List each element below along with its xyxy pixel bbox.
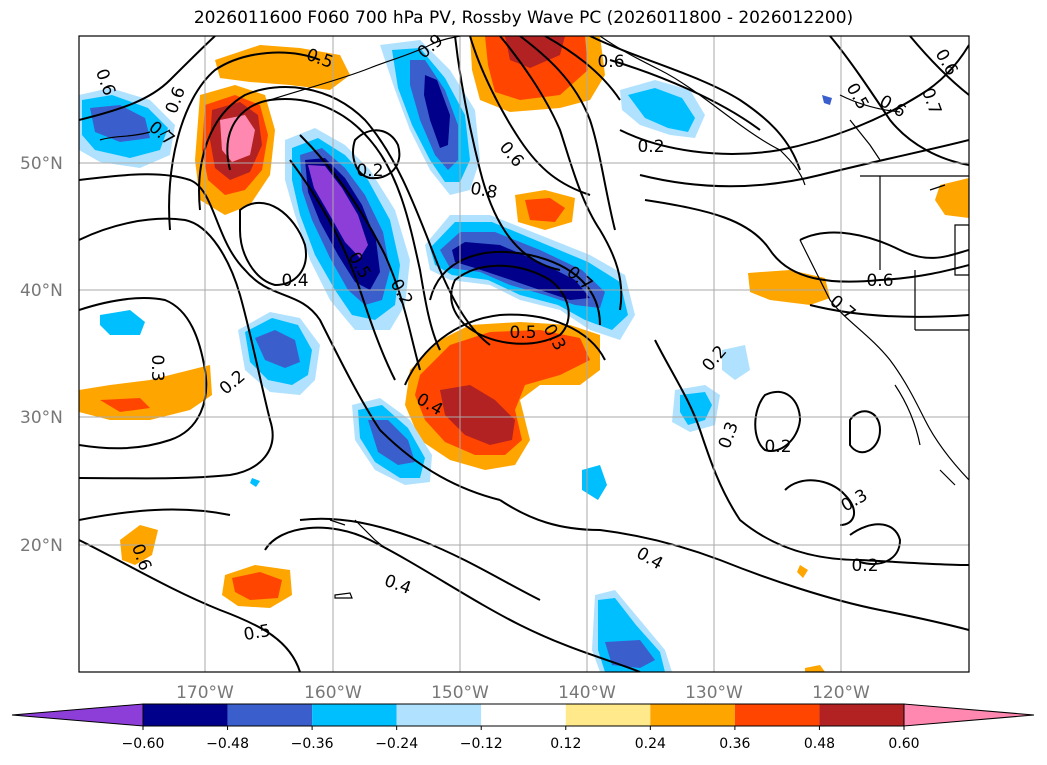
- contour-label: 0.2: [637, 137, 664, 157]
- contour-label: 0.4: [382, 571, 414, 599]
- lat-labels: 50°N 40°N 30°N 20°N: [20, 154, 63, 556]
- contour-label: 0.7: [917, 85, 945, 117]
- lat-label: 30°N: [20, 408, 63, 428]
- colorbar-tick-label: 0.24: [635, 736, 666, 752]
- colorbar-segment: [396, 704, 482, 726]
- colorbar-extend-max: [903, 703, 1035, 727]
- colorbar-tick-label: 0.60: [888, 736, 919, 752]
- contour-label: 0.7: [826, 291, 860, 324]
- map-title: 2026011600 F060 700 hPa PV, Rossby Wave …: [193, 8, 854, 28]
- colorbar-tick-label: −0.60: [122, 736, 165, 752]
- lon-label: 160°W: [304, 683, 362, 703]
- contour-label: 0.5: [509, 323, 536, 343]
- contour-label: 0.2: [356, 161, 383, 181]
- colorbar-extend-min: [11, 703, 144, 727]
- colorbar-segment: [481, 704, 566, 726]
- colorbar-segment: [650, 704, 735, 726]
- lat-label: 20°N: [20, 536, 63, 556]
- map-frame: [78, 35, 970, 673]
- colorbar: −0.60 −0.48 −0.36 −0.24 −0.12 0.12 0.24 0.36 0.4…: [11, 703, 1035, 752]
- contour-label: 0.4: [633, 543, 666, 574]
- lat-label: 40°N: [20, 281, 63, 301]
- lon-label: 150°W: [431, 683, 489, 703]
- contour-label: 0.5: [242, 621, 272, 645]
- coastlines: [99, 36, 969, 599]
- colorbar-tick-label: 0.36: [719, 736, 750, 752]
- lon-label: 120°W: [812, 683, 870, 703]
- lon-label: 140°W: [558, 683, 616, 703]
- contour-label: 0.4: [281, 271, 308, 291]
- colorbar-segment: [227, 704, 313, 726]
- colorbar-tick-label: −0.24: [375, 736, 418, 752]
- contour-label: 0.2: [216, 366, 250, 399]
- colorbar-tick-label: 0.12: [550, 736, 581, 752]
- colorbar-tick-label: 0.48: [804, 736, 835, 752]
- lon-labels: 170°W 160°W 150°W 140°W 130°W 120°W: [176, 683, 870, 703]
- contour-label: 0.3: [147, 354, 167, 381]
- contour-label: 0.6: [876, 91, 909, 122]
- colorbar-tick-label: −0.36: [291, 736, 334, 752]
- lon-label: 130°W: [685, 683, 743, 703]
- colorbar-segment: [143, 704, 228, 726]
- contour-label: 0.3: [715, 419, 743, 451]
- contour-label: 0.8: [469, 179, 499, 203]
- lat-label: 50°N: [20, 154, 63, 174]
- contour-label: 0.2: [764, 437, 791, 457]
- contour-label: 0.5: [842, 80, 873, 113]
- graticule: [79, 36, 969, 672]
- colorbar-tick-label: −0.48: [206, 736, 249, 752]
- contour-label: 0.6: [866, 271, 893, 291]
- contour-label: 0.3: [838, 485, 871, 516]
- colorbar-segment: [734, 704, 820, 726]
- contour-label: 0.6: [597, 52, 624, 72]
- colorbar-segment: [312, 704, 397, 726]
- lon-label: 170°W: [176, 683, 234, 703]
- contour-label: 0.2: [851, 556, 878, 576]
- contour-label: 0.6: [931, 46, 962, 79]
- colorbar-segment: [819, 704, 904, 726]
- colorbar-segment: [565, 704, 651, 726]
- colorbar-tick-label: −0.12: [460, 736, 503, 752]
